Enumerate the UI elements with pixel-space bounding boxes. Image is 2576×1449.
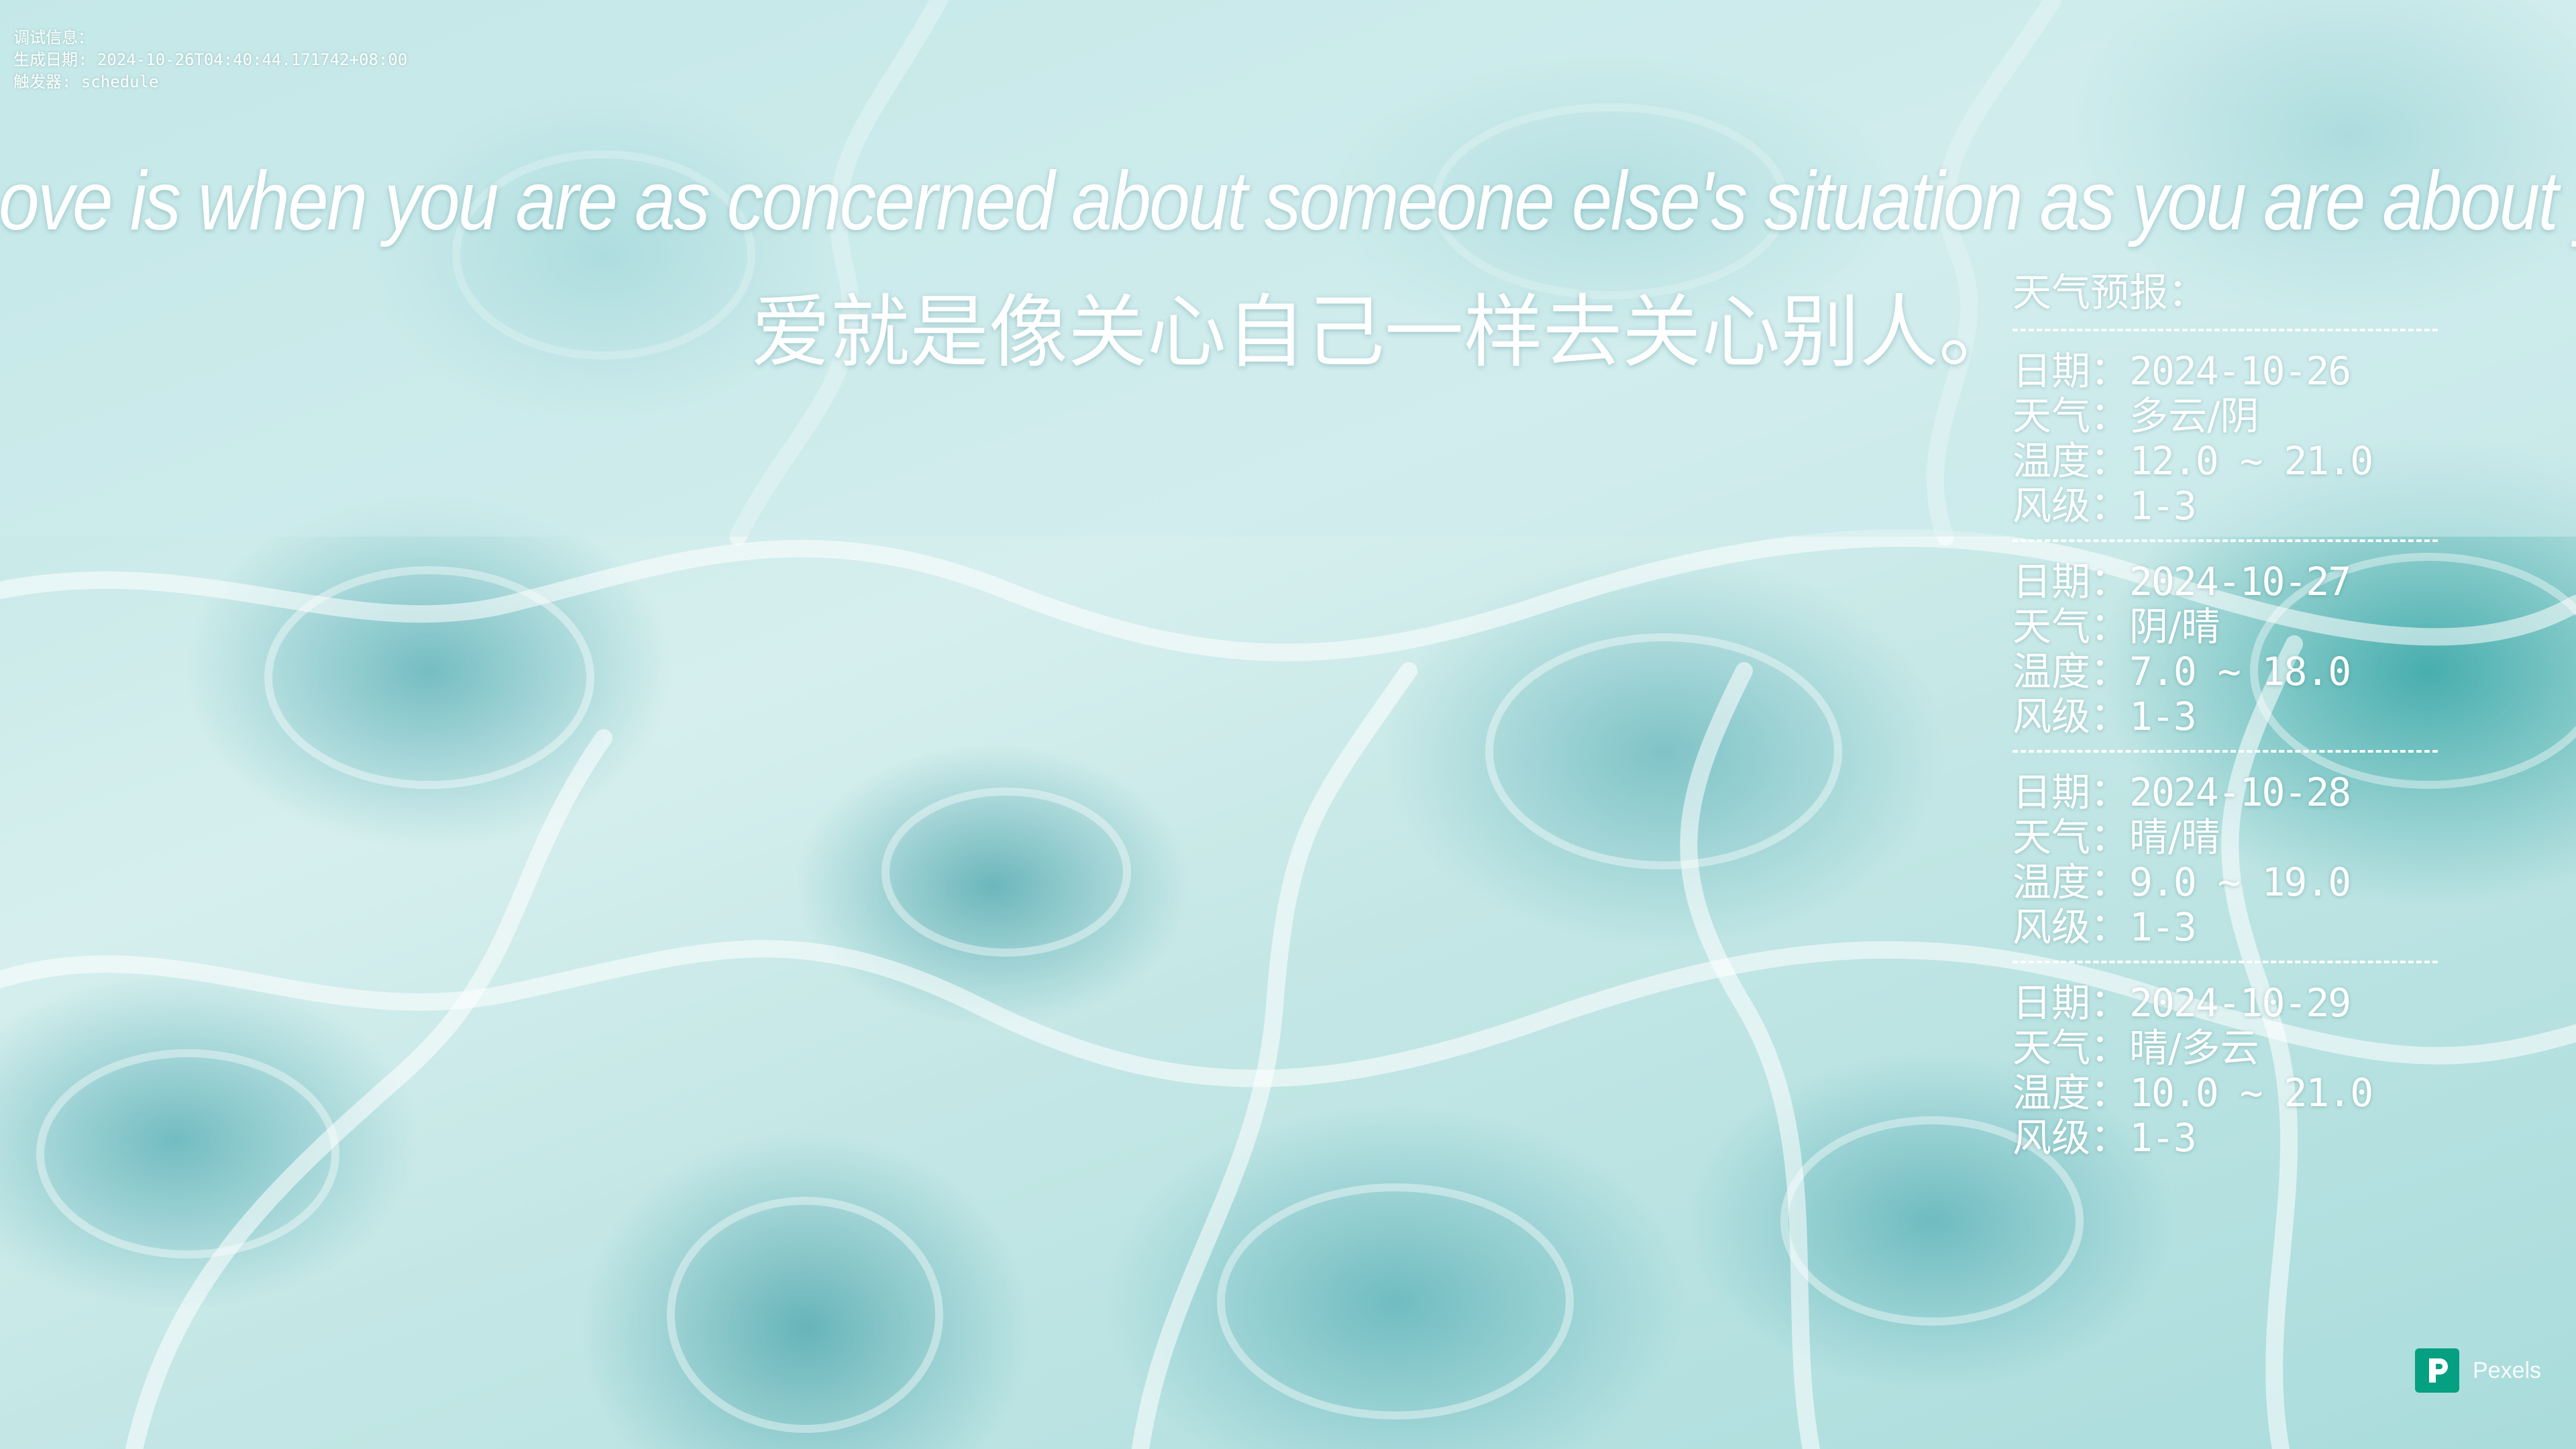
weather-label: 天气： xyxy=(2012,814,2130,860)
weather-value: 多云/阴 xyxy=(2129,393,2259,439)
forecast-temperature-row: 温度：9.0 ~ 19.0 xyxy=(2012,860,2442,905)
date-label: 日期： xyxy=(2012,769,2130,815)
weather-forecast-title: 天气预报： xyxy=(2012,270,2208,315)
temperature-value: 7.0 ~ 18.0 xyxy=(2129,649,2351,694)
pexels-credit-text: Pexels xyxy=(2473,1357,2542,1383)
quote-chinese: 爱就是像关心自己一样去关心别人。 xyxy=(751,286,2019,378)
forecast-day-3: 日期：2024-10-28 天气：晴/晴 温度：9.0 ~ 19.0 风级：1-… xyxy=(2012,770,2442,950)
forecast-temperature-row: 温度：12.0 ~ 21.0 xyxy=(2012,439,2442,484)
temperature-label: 温度： xyxy=(2012,859,2130,905)
forecast-date-row: 日期：2024-10-27 xyxy=(2012,559,2442,604)
pexels-logo-icon xyxy=(2415,1348,2459,1393)
forecast-temperature-row: 温度：7.0 ~ 18.0 xyxy=(2012,649,2442,694)
date-value: 2024-10-26 xyxy=(2129,348,2351,394)
forecast-weather-row: 天气：晴/晴 xyxy=(2012,815,2442,860)
forecast-separator xyxy=(2012,329,2438,331)
forecast-weather-row: 天气：晴/多云 xyxy=(2012,1026,2442,1071)
debug-trigger: 触发器: schedule xyxy=(13,72,159,91)
wind-label: 风级： xyxy=(2012,1115,2130,1161)
date-value: 2024-10-29 xyxy=(2129,980,2351,1026)
forecast-day-4: 日期：2024-10-29 天气：晴/多云 温度：10.0 ~ 21.0 风级：… xyxy=(2012,981,2442,1161)
wind-value: 1-3 xyxy=(2129,483,2197,529)
debug-label: 调试信息： xyxy=(13,28,94,47)
forecast-date-row: 日期：2024-10-26 xyxy=(2012,349,2442,394)
temperature-value: 9.0 ~ 19.0 xyxy=(2129,859,2351,905)
temperature-label: 温度： xyxy=(2012,1070,2130,1116)
temperature-value: 10.0 ~ 21.0 xyxy=(2129,1070,2373,1116)
date-label: 日期： xyxy=(2012,980,2130,1026)
forecast-date-row: 日期：2024-10-29 xyxy=(2012,981,2442,1026)
forecast-wind-row: 风级：1-3 xyxy=(2012,694,2442,739)
forecast-temperature-row: 温度：10.0 ~ 21.0 xyxy=(2012,1071,2442,1116)
forecast-weather-row: 天气：多云/阴 xyxy=(2012,394,2442,439)
wind-label: 风级： xyxy=(2012,694,2130,739)
forecast-wind-row: 风级：1-3 xyxy=(2012,484,2442,529)
quote-english: Love is when you are as concerned about … xyxy=(0,155,2576,248)
translucent-top-band xyxy=(0,0,2576,537)
forecast-wind-row: 风级：1-3 xyxy=(2012,905,2442,950)
debug-generated-date: 生成日期: 2024-10-26T04:40:44.171742+08:00 xyxy=(13,50,408,69)
forecast-separator xyxy=(2012,961,2438,963)
date-value: 2024-10-28 xyxy=(2129,769,2351,815)
forecast-weather-row: 天气：阴/晴 xyxy=(2012,604,2442,649)
wind-label: 风级： xyxy=(2012,904,2130,950)
pexels-credit: Pexels xyxy=(2415,1347,2541,1394)
weather-label: 天气： xyxy=(2012,393,2130,439)
weather-value: 阴/晴 xyxy=(2129,604,2220,649)
wind-value: 1-3 xyxy=(2129,694,2197,739)
weather-value: 晴/多云 xyxy=(2129,1025,2259,1071)
wind-value: 1-3 xyxy=(2129,1115,2197,1161)
date-label: 日期： xyxy=(2012,348,2130,394)
wind-value: 1-3 xyxy=(2129,904,2197,950)
weather-label: 天气： xyxy=(2012,604,2130,649)
wind-label: 风级： xyxy=(2012,483,2130,529)
forecast-day-1: 日期：2024-10-26 天气：多云/阴 温度：12.0 ~ 21.0 风级：… xyxy=(2012,349,2442,529)
debug-info: 调试信息： 生成日期: 2024-10-26T04:40:44.171742+0… xyxy=(13,27,407,93)
temperature-label: 温度： xyxy=(2012,438,2130,484)
weather-label: 天气： xyxy=(2012,1025,2130,1071)
temperature-label: 温度： xyxy=(2012,649,2130,694)
date-label: 日期： xyxy=(2012,559,2130,604)
weather-value: 晴/晴 xyxy=(2129,814,2220,860)
date-value: 2024-10-27 xyxy=(2129,559,2351,604)
weather-forecast-panel: 天气预报： 日期：2024-10-26 天气：多云/阴 温度：12.0 ~ 21… xyxy=(2012,267,2442,1161)
forecast-wind-row: 风级：1-3 xyxy=(2012,1116,2442,1161)
forecast-separator xyxy=(2012,750,2438,753)
forecast-separator xyxy=(2012,539,2438,542)
temperature-value: 12.0 ~ 21.0 xyxy=(2129,438,2373,484)
forecast-date-row: 日期：2024-10-28 xyxy=(2012,770,2442,815)
forecast-day-2: 日期：2024-10-27 天气：阴/晴 温度：7.0 ~ 18.0 风级：1-… xyxy=(2012,559,2442,739)
